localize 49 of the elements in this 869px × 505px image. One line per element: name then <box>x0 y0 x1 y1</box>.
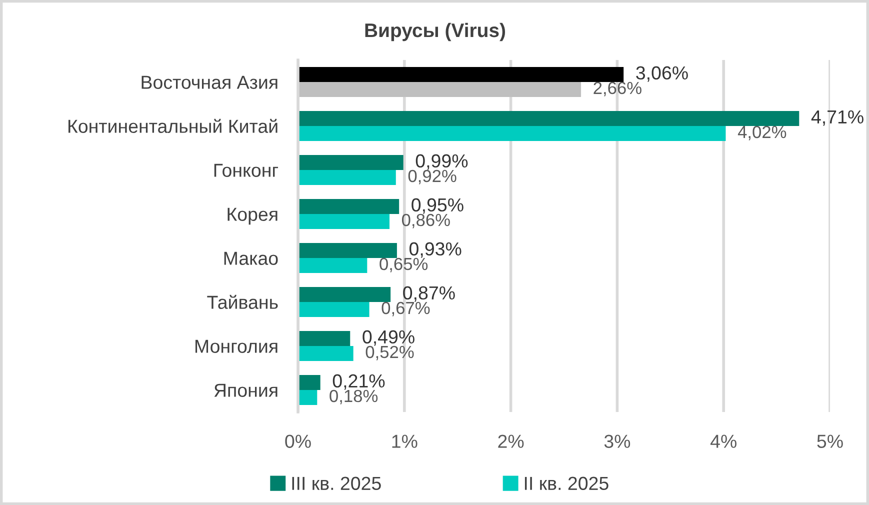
data-label: 0,92% <box>408 170 456 184</box>
bar <box>298 155 404 170</box>
data-label: 4,71% <box>811 110 864 126</box>
y-tick-label: Гонконг <box>214 164 278 177</box>
data-label: 2,66% <box>594 82 642 96</box>
data-label: 0,87% <box>403 286 455 302</box>
x-tick-label: 3% <box>604 434 630 448</box>
bar <box>298 199 400 214</box>
bar <box>298 111 800 126</box>
bar <box>298 126 726 141</box>
x-tick-label: 4% <box>710 434 736 448</box>
data-label: 0,21% <box>332 374 385 390</box>
data-label: 0,67% <box>382 302 430 316</box>
x-tick-label: 0% <box>285 434 311 448</box>
y-tick-label: Восточная Азия <box>142 76 278 89</box>
x-tick-label: 1% <box>392 434 418 448</box>
bar <box>298 67 624 82</box>
y-tick-label: Корея <box>228 208 278 225</box>
x-tick-label: 5% <box>817 434 843 448</box>
bar <box>298 170 396 185</box>
legend-label: III кв. 2025 <box>292 476 381 490</box>
x-tick-label: 2% <box>498 434 524 448</box>
bar <box>298 390 318 405</box>
data-label: 3,06% <box>636 66 688 82</box>
y-tick-label: Макао <box>224 252 278 265</box>
data-label: 0,95% <box>412 198 464 214</box>
chart-title: Вирусы (Virus) <box>365 22 506 42</box>
y-tick-label: Монголия <box>195 340 278 353</box>
data-label: 0,93% <box>409 242 462 258</box>
data-label: 0,86% <box>402 214 450 228</box>
y-tick-label: Тайвань <box>207 294 278 309</box>
data-label: 0,52% <box>366 346 414 360</box>
data-label: 0,18% <box>330 390 378 404</box>
y-tick-label: Континентальный Китай <box>68 118 278 133</box>
bar <box>298 214 390 229</box>
y-tick-label: Япония <box>214 384 278 397</box>
bar <box>298 82 582 97</box>
bar <box>298 375 320 390</box>
legend-label: II кв. 2025 <box>524 476 608 490</box>
bar <box>298 346 354 361</box>
bar <box>298 243 397 258</box>
bar <box>298 331 350 346</box>
bar <box>298 302 370 317</box>
data-label: 0,99% <box>416 154 468 170</box>
data-label: 0,49% <box>362 330 414 346</box>
data-label: 4,02% <box>738 126 786 140</box>
data-label: 0,65% <box>380 258 428 272</box>
bar <box>298 258 368 273</box>
bar <box>298 287 391 302</box>
